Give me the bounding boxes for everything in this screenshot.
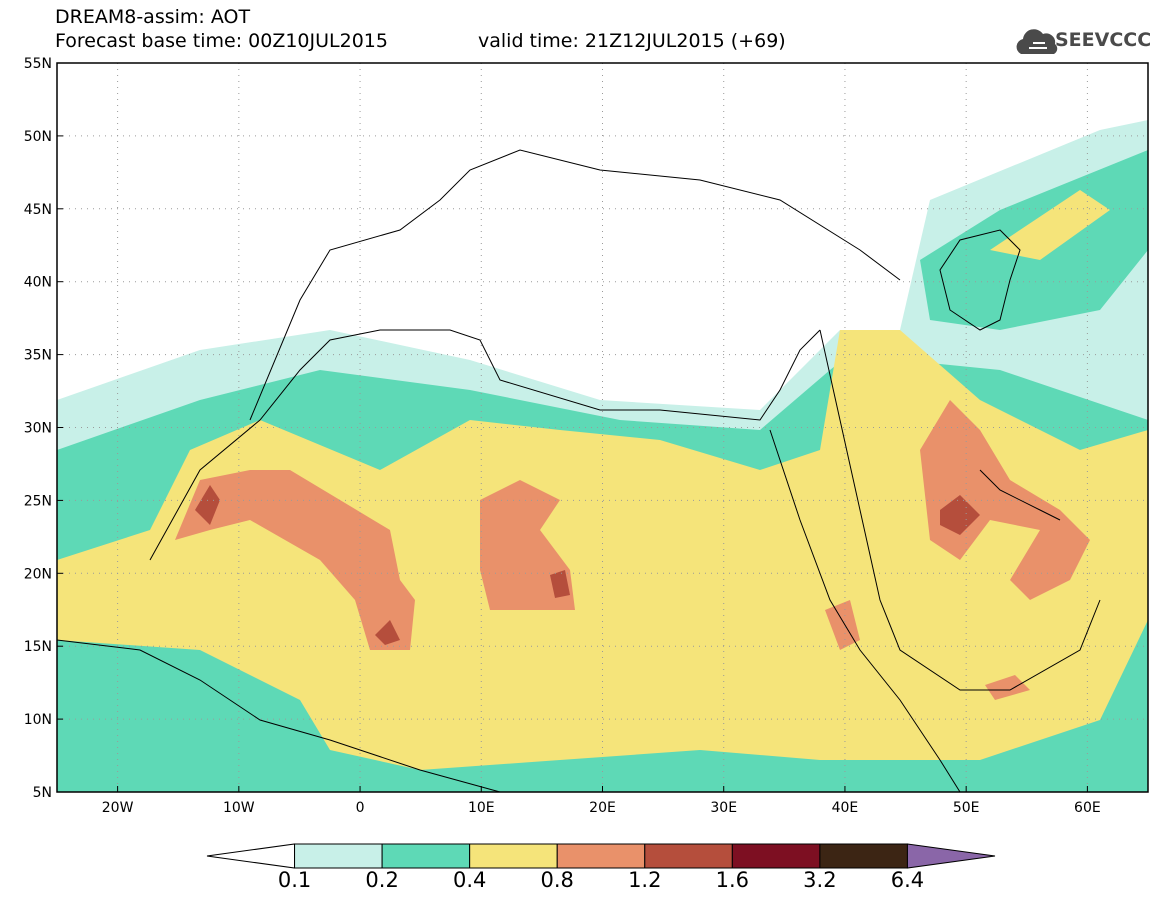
y-tick-label: 45N [24,202,52,218]
x-tick-label: 30E [710,800,737,816]
chart-title: DREAM8-assim: AOT [55,6,251,28]
colorbar-label: 0.1 [277,868,312,892]
aot-band-0.8-redsea [825,600,860,650]
x-tick-label: 60E [1074,800,1101,816]
aot-band-1.2-b [375,620,400,645]
coastlines [56,149,1101,793]
y-tick-label: 20N [24,566,52,582]
aot-band-1.2-c [550,570,570,598]
y-tick-label: 55N [24,56,52,72]
colorbar-segment [381,843,471,869]
colorbar-label: 3.2 [803,868,837,892]
y-tick-label: 35N [24,348,52,364]
x-tick-label: 0 [356,800,365,816]
colorbar-label: 0.2 [365,868,399,892]
x-tick-label: 10E [468,800,495,816]
cloud-icon [1016,29,1058,54]
aot-band-0.8-yemen [985,675,1030,700]
valid-time: valid time: 21Z12JUL2015 (+69) [478,30,786,52]
colorbar-label: 1.6 [715,868,750,892]
colorbar-segment [294,843,383,869]
y-tick-label: 30N [24,421,52,437]
y-tick-label: 50N [24,129,52,145]
colorbar-segment [731,843,821,869]
colorbar-label: 6.4 [890,868,925,892]
colorbar-segment [819,843,908,869]
colorbar-segment [469,843,558,869]
y-tick-label: 5N [33,785,52,801]
colorbar-segment [556,843,646,869]
aot-band-1.2-a [195,485,220,525]
colorbar-label: 1.2 [628,868,662,892]
colorbar-segment [906,843,996,869]
x-tick-label: 10W [223,800,255,816]
y-tick-label: 15N [24,639,52,655]
x-tick-label: 20W [102,800,134,816]
x-tick-label: 50E [953,800,980,816]
x-tick-label: 20E [589,800,616,816]
aot-band-0.4 [57,190,1148,770]
y-tick-labels: 5N 10N 15N 20N 25N 30N 35N 40N 45N 50N 55N [24,56,63,801]
colorbar-label: 0.4 [452,868,487,892]
x-tick-label: 40E [832,800,859,816]
y-tick-label: 25N [24,493,52,509]
colorbar-segment [644,843,733,869]
aot-field [57,63,1148,792]
aot-band-0.8-west [175,470,415,650]
x-tick-labels: 20W 10W 0 10E 20E 30E 40E 50E 60E [102,786,1101,816]
forecast-base-time: Forecast base time: 00Z10JUL2015 [55,30,388,52]
colorbar [206,843,996,869]
logo-text: SEEVCCC [1055,29,1152,51]
colorbar-label: 0.8 [540,868,574,892]
aot-band-1.2-d [940,495,980,535]
y-tick-label: 40N [24,275,52,291]
colorbar-segment [206,843,296,869]
y-tick-label: 10N [24,712,52,728]
